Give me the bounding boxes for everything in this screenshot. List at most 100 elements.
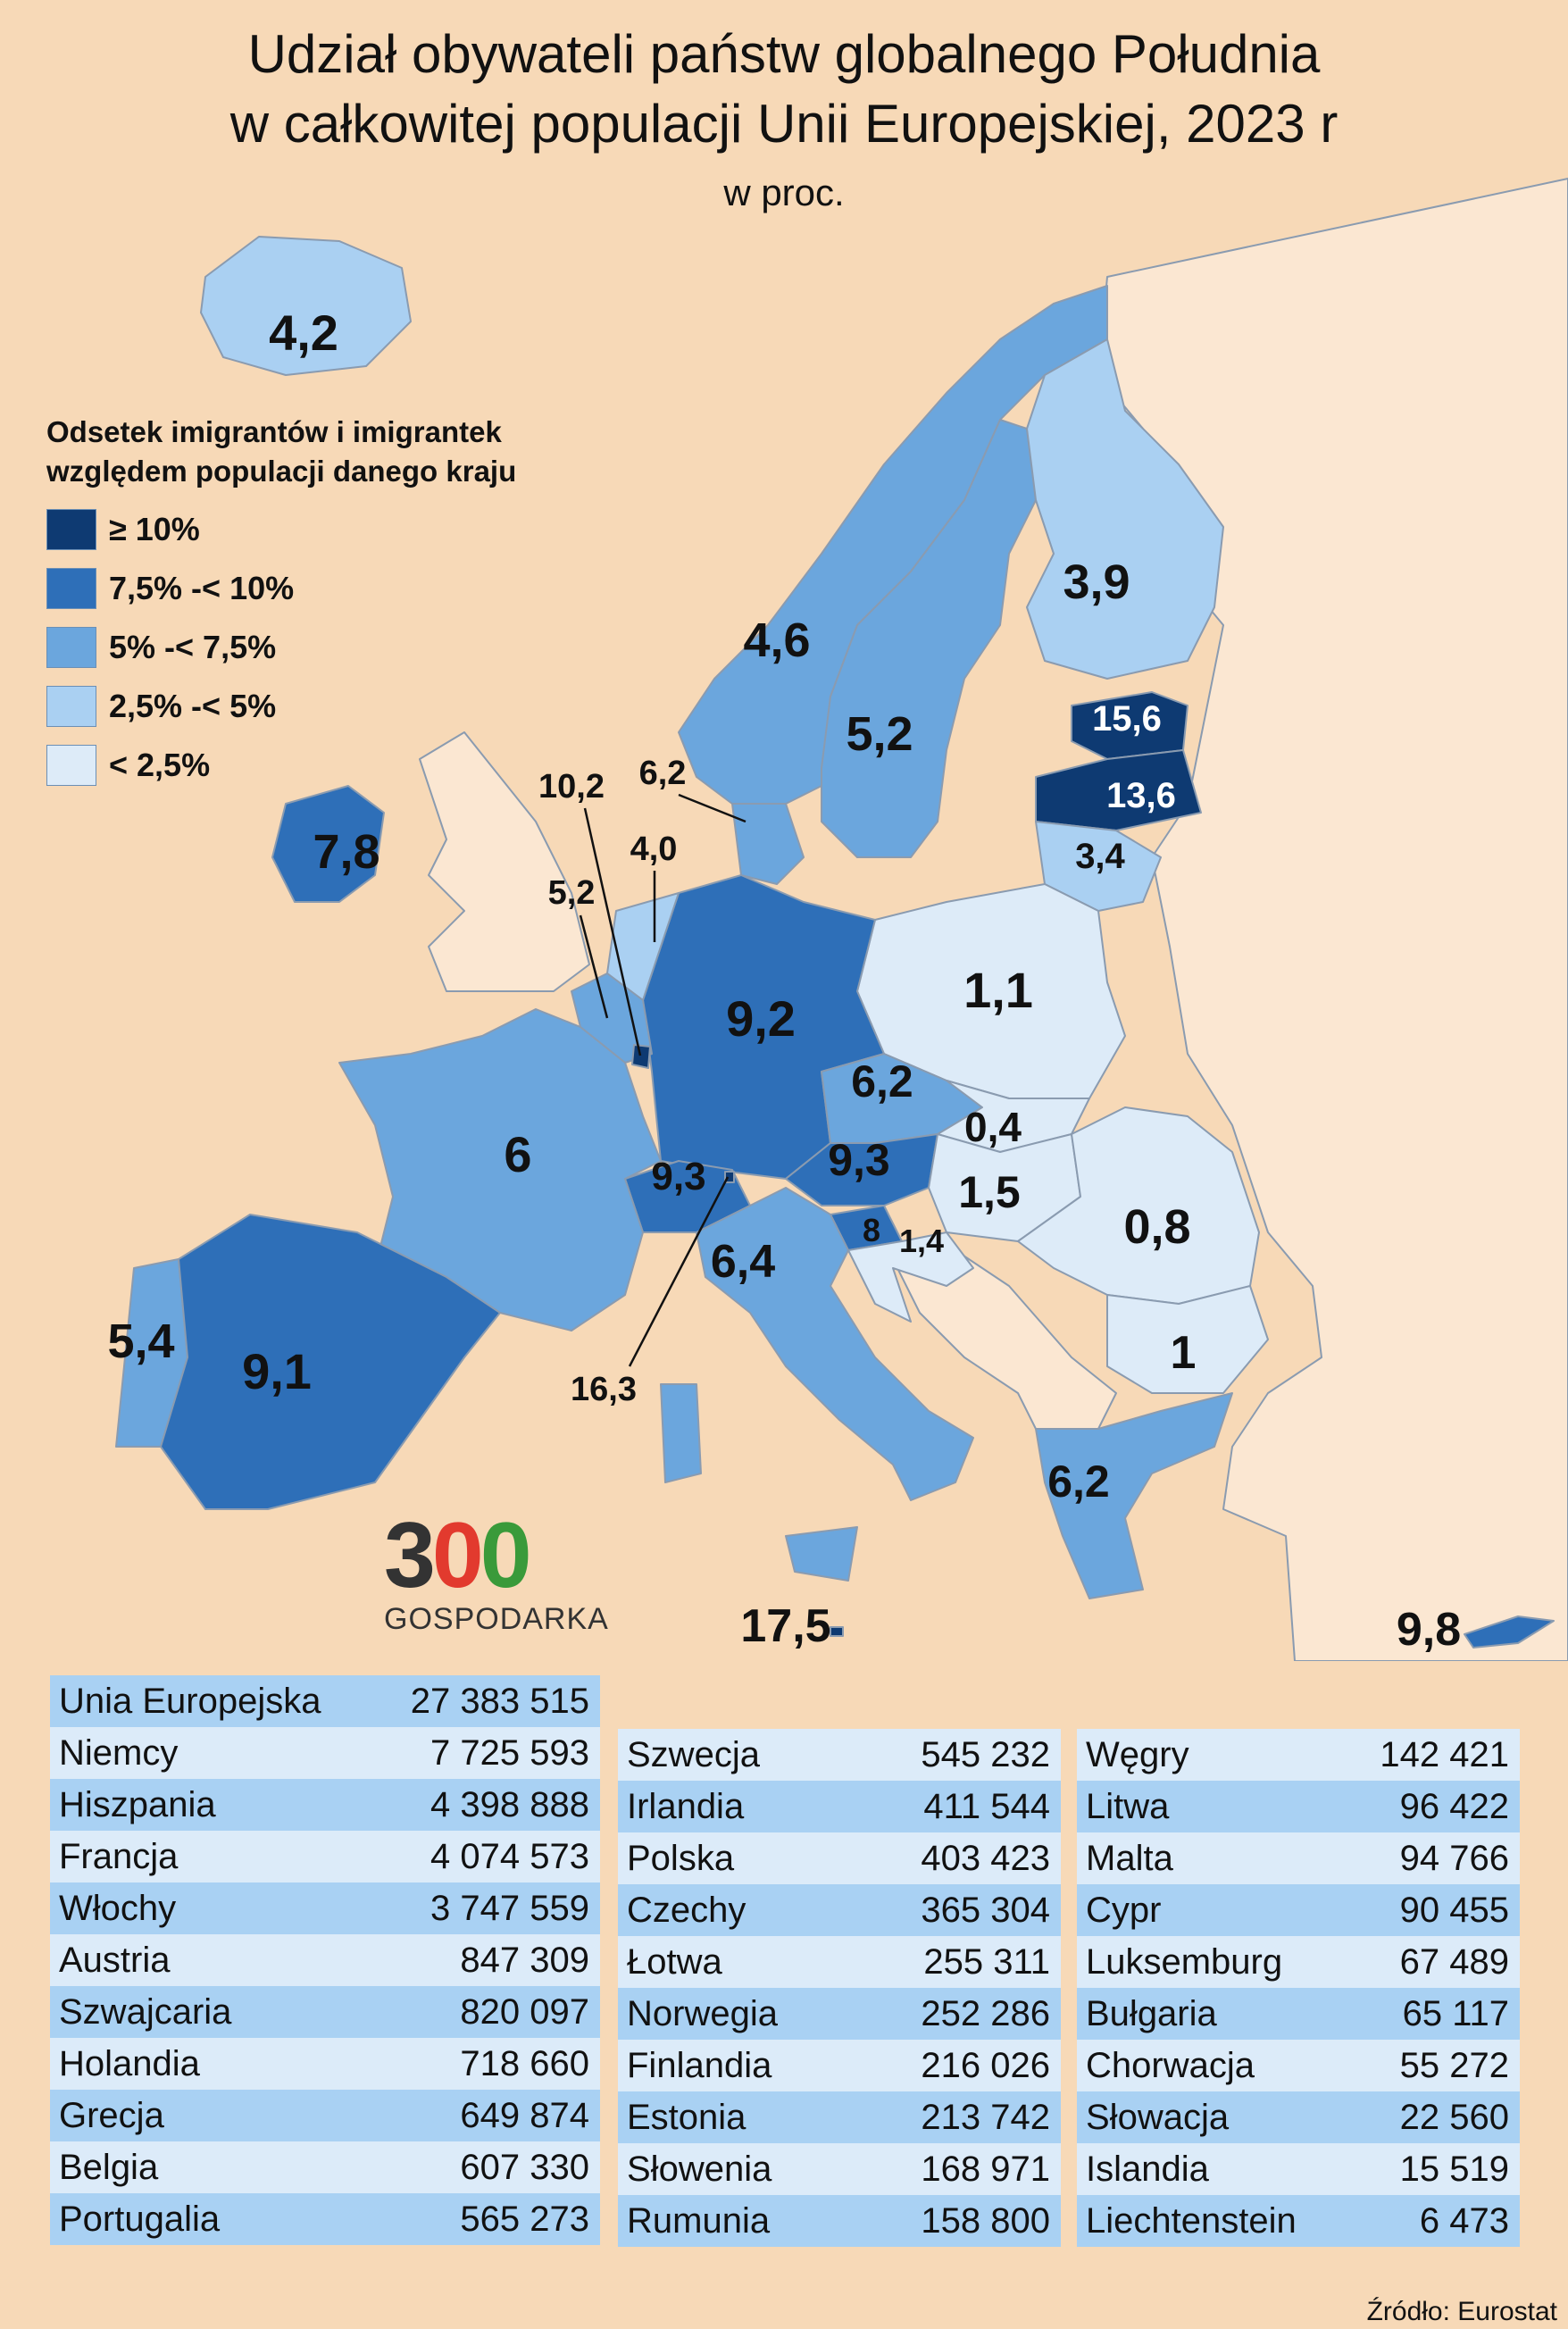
greece: [1035, 1392, 1233, 1599]
row-value: 90 455: [1399, 1890, 1509, 1930]
table-row: Finlandia 216 026: [618, 2040, 1061, 2091]
label-poland: 1,1: [963, 962, 1033, 1018]
legend-label: 2,5% -< 5%: [109, 688, 277, 724]
table-row: Hiszpania 4 398 888: [50, 1779, 600, 1831]
table-row: Rumunia 158 800: [618, 2195, 1061, 2247]
legend-label: 5% -< 7,5%: [109, 629, 277, 665]
row-name: Litwa: [1086, 1786, 1170, 1826]
row-name: Słowacja: [1086, 2097, 1230, 2137]
row-name: Węgry: [1086, 1734, 1189, 1774]
label-hungary: 1,5: [958, 1167, 1021, 1217]
table-column-3: Węgry 142 421 Litwa 96 422 Malta 94 766 Cyp…: [1077, 1729, 1520, 2247]
row-value: 213 742: [921, 2097, 1050, 2137]
legend-title-line-2: względem populacji danego kraju: [46, 455, 517, 488]
row-value: 607 330: [460, 2147, 589, 2187]
spain: [160, 1214, 501, 1510]
sicily: [785, 1526, 858, 1582]
label-denmark: 6,2: [639, 755, 687, 792]
row-value: 649 874: [460, 2095, 589, 2135]
logo-digits: 300: [384, 1509, 625, 1602]
label-belgium: 5,2: [548, 874, 596, 912]
label-france: 6: [504, 1126, 531, 1182]
label-cyprus: 9,8: [1397, 1604, 1461, 1656]
table-row: Włochy 3 747 559: [50, 1882, 600, 1934]
table-row: Łotwa 255 311: [618, 1936, 1061, 1988]
sardinia: [660, 1383, 702, 1483]
row-value: 7 725 593: [430, 1732, 589, 1773]
row-value: 67 489: [1399, 1941, 1509, 1982]
row-value: 365 304: [921, 1890, 1050, 1930]
legend-swatch: [46, 686, 96, 727]
logo-digit: 0: [431, 1504, 484, 1607]
table-row: Grecja 649 874: [50, 2090, 600, 2141]
title-line-1: Udział obywateli państw globalnego Połud…: [247, 24, 1321, 84]
bulgaria: [1106, 1285, 1269, 1394]
row-name: Łotwa: [627, 1941, 722, 1982]
table-row: Malta 94 766: [1077, 1832, 1520, 1884]
row-name: Holandia: [59, 2043, 200, 2083]
cyprus: [1464, 1615, 1555, 1649]
label-romania: 0,8: [1123, 1200, 1190, 1254]
legend-item: < 2,5%: [46, 745, 618, 786]
row-name: Austria: [59, 1940, 171, 1980]
row-value: 565 273: [460, 2199, 589, 2239]
row-name: Estonia: [627, 2097, 746, 2137]
row-value: 718 660: [460, 2043, 589, 2083]
table-row: Czechy 365 304: [618, 1884, 1061, 1936]
table-row: Holandia 718 660: [50, 2038, 600, 2090]
row-value: 27 383 515: [410, 1681, 589, 1721]
label-ireland: 7,8: [313, 825, 379, 879]
table-row: Liechtenstein 6 473: [1077, 2195, 1520, 2247]
row-name: Chorwacja: [1086, 2045, 1255, 2085]
legend-title-line-1: Odsetek imigrantów i imigrantek: [46, 415, 502, 448]
table-row: Islandia 15 519: [1077, 2143, 1520, 2195]
label-sweden: 5,2: [846, 707, 913, 761]
luxembourg: [631, 1044, 651, 1069]
row-name: Unia Europejska: [59, 1681, 321, 1721]
label-latvia: 13,6: [1106, 776, 1176, 815]
legend-label: ≥ 10%: [109, 511, 200, 547]
row-value: 55 272: [1399, 2045, 1509, 2085]
table-column-1: Unia Europejska 27 383 515 Niemcy 7 725 59…: [50, 1675, 600, 2245]
row-value: 3 747 559: [430, 1888, 589, 1928]
row-name: Malta: [1086, 1838, 1173, 1878]
row-name: Irlandia: [627, 1786, 745, 1826]
table-row-eu-total: Unia Europejska 27 383 515: [50, 1675, 600, 1727]
row-value: 22 560: [1399, 2097, 1509, 2137]
table-row: Belgia 607 330: [50, 2141, 600, 2193]
table-row: Szwecja 545 232: [618, 1729, 1061, 1781]
pointer-denmark: [678, 793, 746, 823]
label-netherlands: 4,0: [630, 831, 678, 868]
table-row: Bułgaria 65 117: [1077, 1988, 1520, 2040]
legend-label: < 2,5%: [109, 747, 211, 783]
italy: [696, 1187, 974, 1501]
iceland: [200, 236, 412, 376]
row-value: 94 766: [1399, 1838, 1509, 1878]
row-name: Bułgaria: [1086, 1993, 1217, 2033]
table-row: Polska 403 423: [618, 1832, 1061, 1884]
label-iceland: 4,2: [269, 305, 338, 361]
label-slovenia: 8: [863, 1212, 880, 1248]
row-name: Niemcy: [59, 1732, 179, 1773]
row-name: Islandia: [1086, 2149, 1209, 2189]
row-name: Luksemburg: [1086, 1941, 1283, 1982]
row-value: 820 097: [460, 1991, 589, 2032]
uk: [419, 731, 590, 992]
row-value: 6 473: [1419, 2200, 1509, 2241]
row-value: 411 544: [923, 1786, 1050, 1826]
row-value: 142 421: [1380, 1734, 1509, 1774]
row-value: 216 026: [921, 2045, 1050, 2085]
row-name: Grecja: [59, 2095, 164, 2135]
row-name: Belgia: [59, 2147, 159, 2187]
row-value: 545 232: [921, 1734, 1050, 1774]
label-croatia: 1,4: [899, 1223, 944, 1259]
row-value: 4 398 888: [430, 1784, 589, 1824]
label-germany: 9,2: [726, 990, 796, 1047]
finland: [1026, 338, 1224, 680]
table-row: Słowenia 168 971: [618, 2143, 1061, 2195]
table-column-2: Szwecja 545 232 Irlandia 411 544 Polska 403…: [618, 1729, 1061, 2247]
label-finland: 3,9: [1063, 555, 1130, 609]
page-title: Udział obywateli państw globalnego Połud…: [0, 20, 1568, 159]
row-value: 96 422: [1399, 1786, 1509, 1826]
legend: Odsetek imigrantów i imigrantek względem…: [46, 413, 618, 786]
